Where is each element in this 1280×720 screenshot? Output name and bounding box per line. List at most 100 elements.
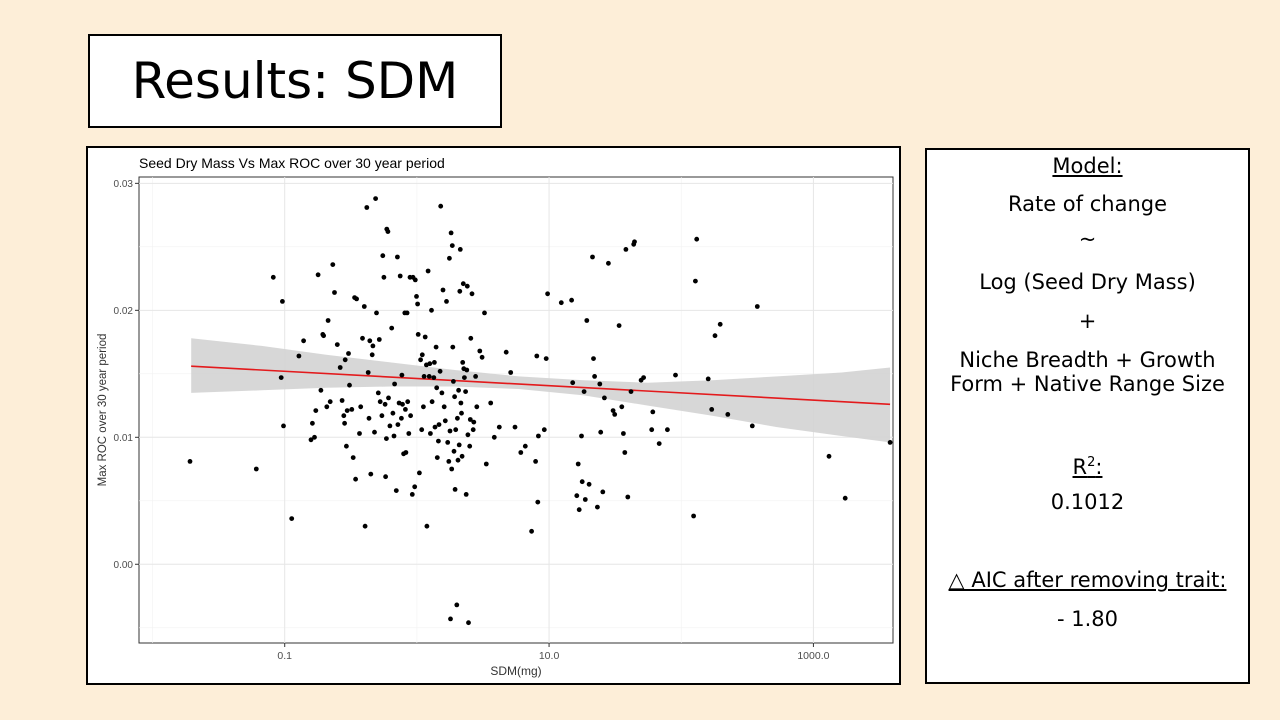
data-point (705, 376, 711, 382)
data-point (582, 497, 588, 502)
data-point (458, 400, 464, 406)
data-point (418, 357, 423, 363)
data-point (468, 335, 474, 341)
data-point (374, 310, 379, 316)
data-point (467, 417, 473, 422)
data-point (419, 352, 425, 358)
data-point (406, 431, 412, 436)
scatter-chart-panel: Seed Dry Mass Vs Max ROC over 30 year pe… (86, 146, 901, 685)
data-point (344, 443, 349, 449)
data-point (518, 450, 524, 455)
data-point (574, 493, 580, 499)
data-point (433, 344, 439, 350)
data-point (616, 323, 622, 328)
data-point (591, 356, 596, 361)
data-point (428, 431, 433, 436)
data-point (318, 387, 324, 393)
data-point (334, 342, 340, 347)
data-point (415, 332, 421, 337)
data-point (447, 255, 452, 261)
data-point (280, 299, 285, 304)
data-point (342, 357, 348, 363)
data-point (622, 450, 628, 455)
data-point (419, 427, 425, 433)
y-axis-ticks: 0.00 0.01 0.02 0.03 (114, 179, 139, 571)
data-point (429, 399, 435, 405)
data-point (446, 459, 452, 464)
data-point (725, 412, 731, 417)
data-point (649, 427, 655, 433)
data-point (422, 334, 428, 340)
r-squared-value: 0.1012 (1050, 490, 1125, 514)
data-point (452, 487, 458, 492)
data-point (606, 260, 611, 266)
data-point (354, 296, 359, 302)
data-point (357, 431, 362, 436)
data-point (397, 273, 403, 279)
model-plus: + (1078, 309, 1097, 333)
data-point (383, 474, 388, 480)
data-point (584, 318, 590, 323)
data-point (595, 504, 600, 510)
data-point (536, 433, 541, 439)
data-point (558, 300, 564, 306)
data-point (421, 374, 427, 379)
data-point (579, 479, 585, 485)
data-point (754, 304, 760, 309)
data-point (463, 492, 469, 497)
r-squared-colon: : (1095, 455, 1103, 479)
data-point (327, 399, 333, 405)
data-point (376, 337, 382, 342)
confidence-band (191, 338, 891, 443)
aic-value: - 1.80 (1056, 607, 1118, 631)
data-point (749, 423, 755, 429)
data-point (358, 404, 364, 410)
data-point (457, 288, 463, 294)
data-point (632, 239, 637, 245)
data-point (534, 353, 540, 359)
data-point (460, 360, 466, 365)
data-point (450, 344, 456, 350)
data-point (412, 484, 418, 490)
data-point (426, 374, 432, 379)
data-point (628, 389, 634, 394)
data-point (377, 399, 383, 405)
y-tick-label: 0.01 (114, 433, 134, 444)
data-point (431, 375, 437, 380)
model-response: Rate of change (1007, 192, 1168, 216)
data-point (474, 404, 480, 410)
data-point (576, 507, 582, 513)
data-point (390, 410, 396, 416)
data-point (301, 338, 306, 344)
data-point (414, 294, 419, 299)
data-point (372, 429, 377, 435)
data-point (366, 415, 372, 421)
data-point (455, 415, 460, 421)
data-point (717, 321, 723, 327)
y-tick-label: 0.03 (114, 179, 134, 190)
data-point (842, 495, 848, 501)
data-point (382, 401, 388, 407)
data-point (464, 367, 470, 373)
data-point (270, 274, 276, 280)
data-point (381, 274, 387, 280)
data-point (409, 492, 415, 497)
data-point (395, 422, 401, 427)
data-point (367, 338, 373, 344)
data-point (479, 354, 485, 360)
data-point (342, 420, 347, 426)
data-point (545, 291, 550, 297)
data-point (456, 387, 461, 393)
data-point (887, 440, 893, 445)
data-point (592, 374, 597, 379)
data-point (403, 450, 409, 455)
data-point (324, 404, 330, 410)
data-point (332, 290, 337, 295)
model-covariates-line1: Niche Breadth + Growth (959, 348, 1216, 372)
data-point (344, 408, 350, 413)
data-point (424, 523, 430, 529)
data-point (400, 401, 405, 407)
data-point (436, 422, 442, 427)
data-point (508, 370, 514, 375)
data-point (600, 489, 606, 495)
